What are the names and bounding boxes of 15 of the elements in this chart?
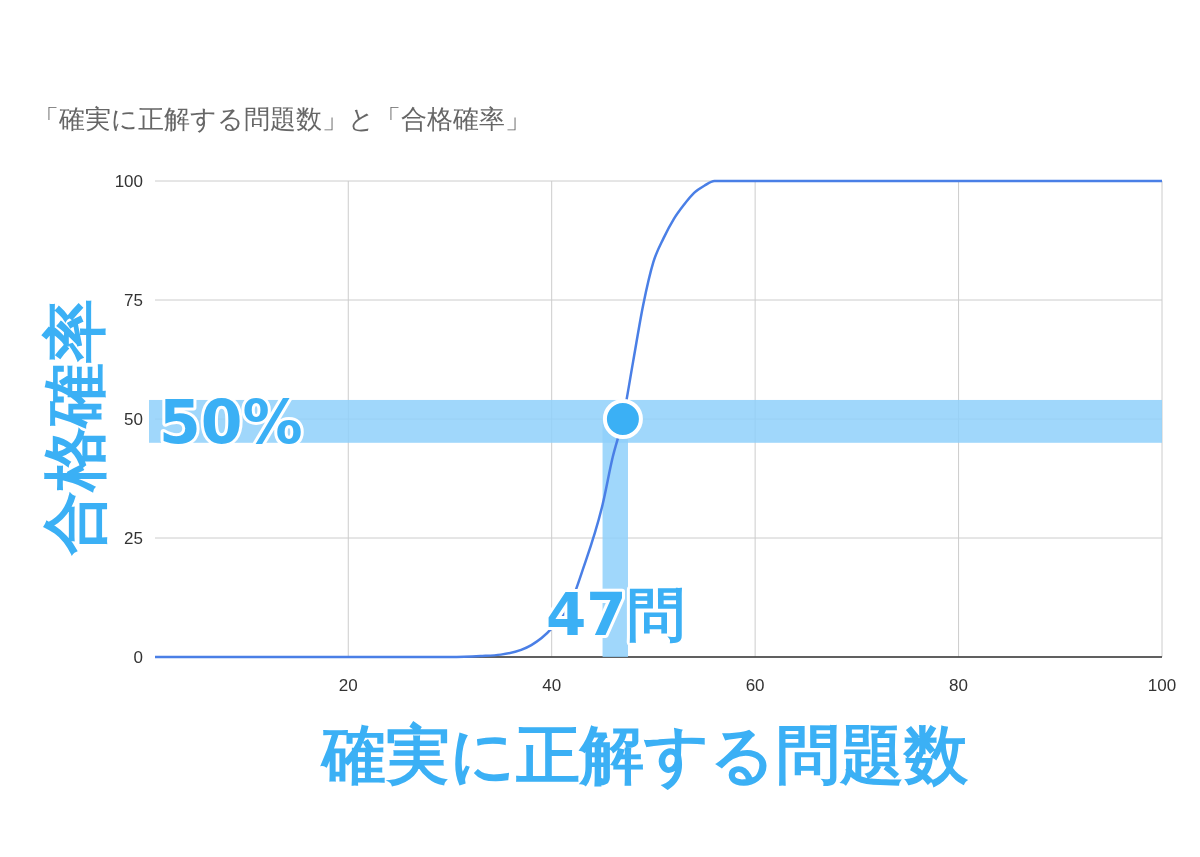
y-tick-label: 0	[133, 647, 143, 667]
x-tick-label: 100	[1147, 676, 1177, 695]
chart-title: 「確実に正解する問題数」と「合格確率」	[33, 104, 531, 134]
x-tick-label: 40	[542, 676, 562, 695]
line-series	[153, 179, 1164, 659]
x-tick-label: 60	[745, 676, 765, 695]
x-tick-label: 20	[338, 676, 358, 695]
x-tick-label: 80	[949, 676, 969, 695]
band-label: 50%	[159, 386, 303, 457]
y-tick-label: 25	[124, 528, 143, 548]
y-tick-label: 75	[124, 290, 143, 310]
x-axis-title: 確実に正解する問題数	[320, 718, 969, 792]
y-tick-label: 100	[114, 171, 143, 191]
y-axis-title: 合格確率	[38, 299, 112, 556]
y-tick-label: 50	[124, 409, 143, 429]
